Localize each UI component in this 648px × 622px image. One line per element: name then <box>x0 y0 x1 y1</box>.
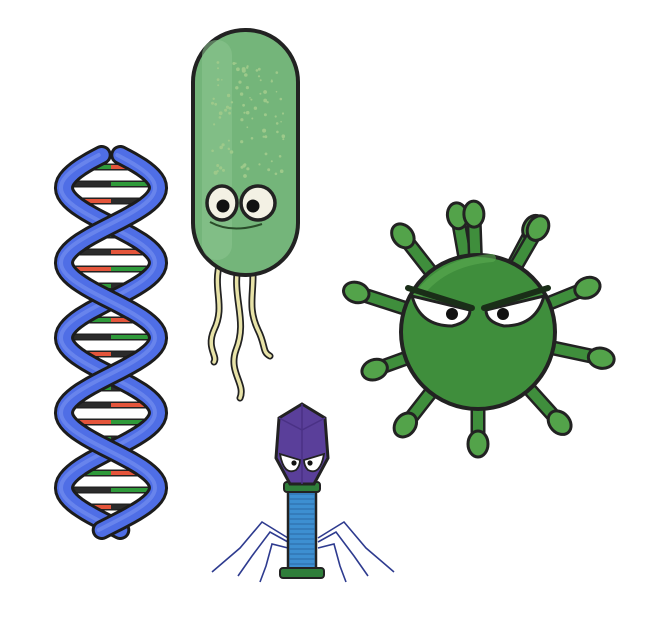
virus-spike-tip <box>390 222 416 250</box>
bacteriophage-icon <box>211 402 395 583</box>
virus-spike-tip <box>546 409 573 436</box>
virus-spike-tip <box>573 275 602 300</box>
dna-backbone-strand-back <box>53 145 169 540</box>
bacteriophage-eyes <box>278 452 326 473</box>
virus-icon <box>342 199 616 459</box>
virus-angry-eyes <box>405 285 551 328</box>
virus-spike-tip <box>392 411 419 439</box>
dna-double-helix-icon <box>53 145 169 540</box>
virus-body <box>399 253 557 411</box>
virus-spike-tip <box>342 280 371 305</box>
bacterium-speckles <box>211 61 286 178</box>
bacterium-eyes <box>205 184 277 230</box>
virus-spike-tip <box>360 357 389 382</box>
dna-backbone-strand-front <box>53 145 169 540</box>
bacterium-icon <box>191 28 300 402</box>
bacteriophage-legs <box>211 520 395 583</box>
bacteriophage-baseplate <box>279 567 325 579</box>
virus-spike-tip <box>586 346 616 370</box>
virus-spike-tip <box>462 199 486 229</box>
virus-spike-tip <box>466 429 490 459</box>
virus-spike-tip <box>525 214 551 242</box>
bacterium-flagella <box>207 258 274 402</box>
